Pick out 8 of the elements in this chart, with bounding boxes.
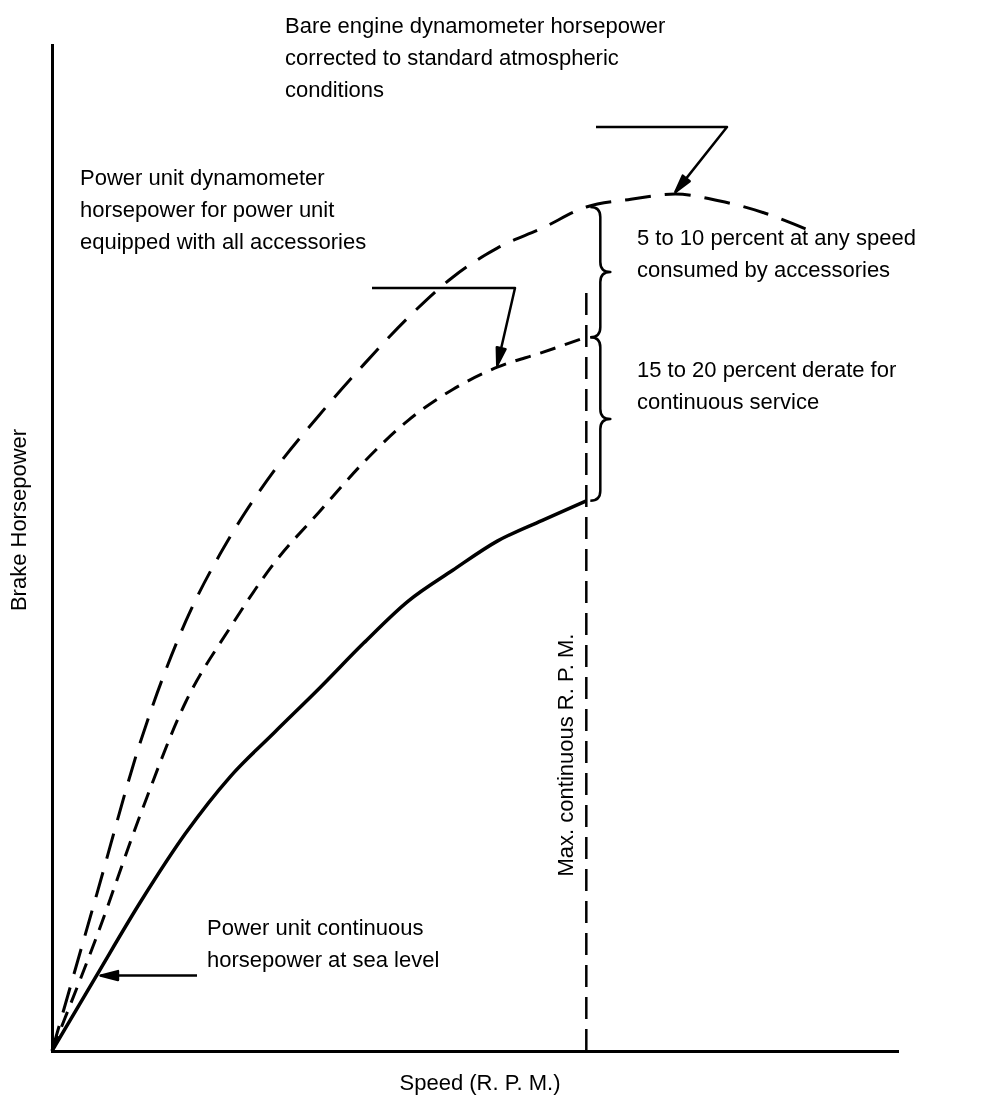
- annotation: 5 to 10 percent at any speed consumed by accessories: [637, 225, 916, 283]
- annotation: Max. continuous R. P. M.: [553, 633, 579, 877]
- y-axis-title: Brake Horsepower: [6, 428, 32, 612]
- text: Bare engine dynamometer horsepower corrected to standard atmospheric conditions: [285, 13, 666, 103]
- x-axis-title: Speed (R. P. M.): [399, 1070, 561, 1096]
- annotation: Power unit continuous horsepower at sea level: [207, 915, 440, 973]
- annotation: Power unit dynamometer horsepower for power unit equipped with all accessories: [80, 165, 367, 255]
- annotation: 15 to 20 percent derate for continuous service: [637, 357, 897, 415]
